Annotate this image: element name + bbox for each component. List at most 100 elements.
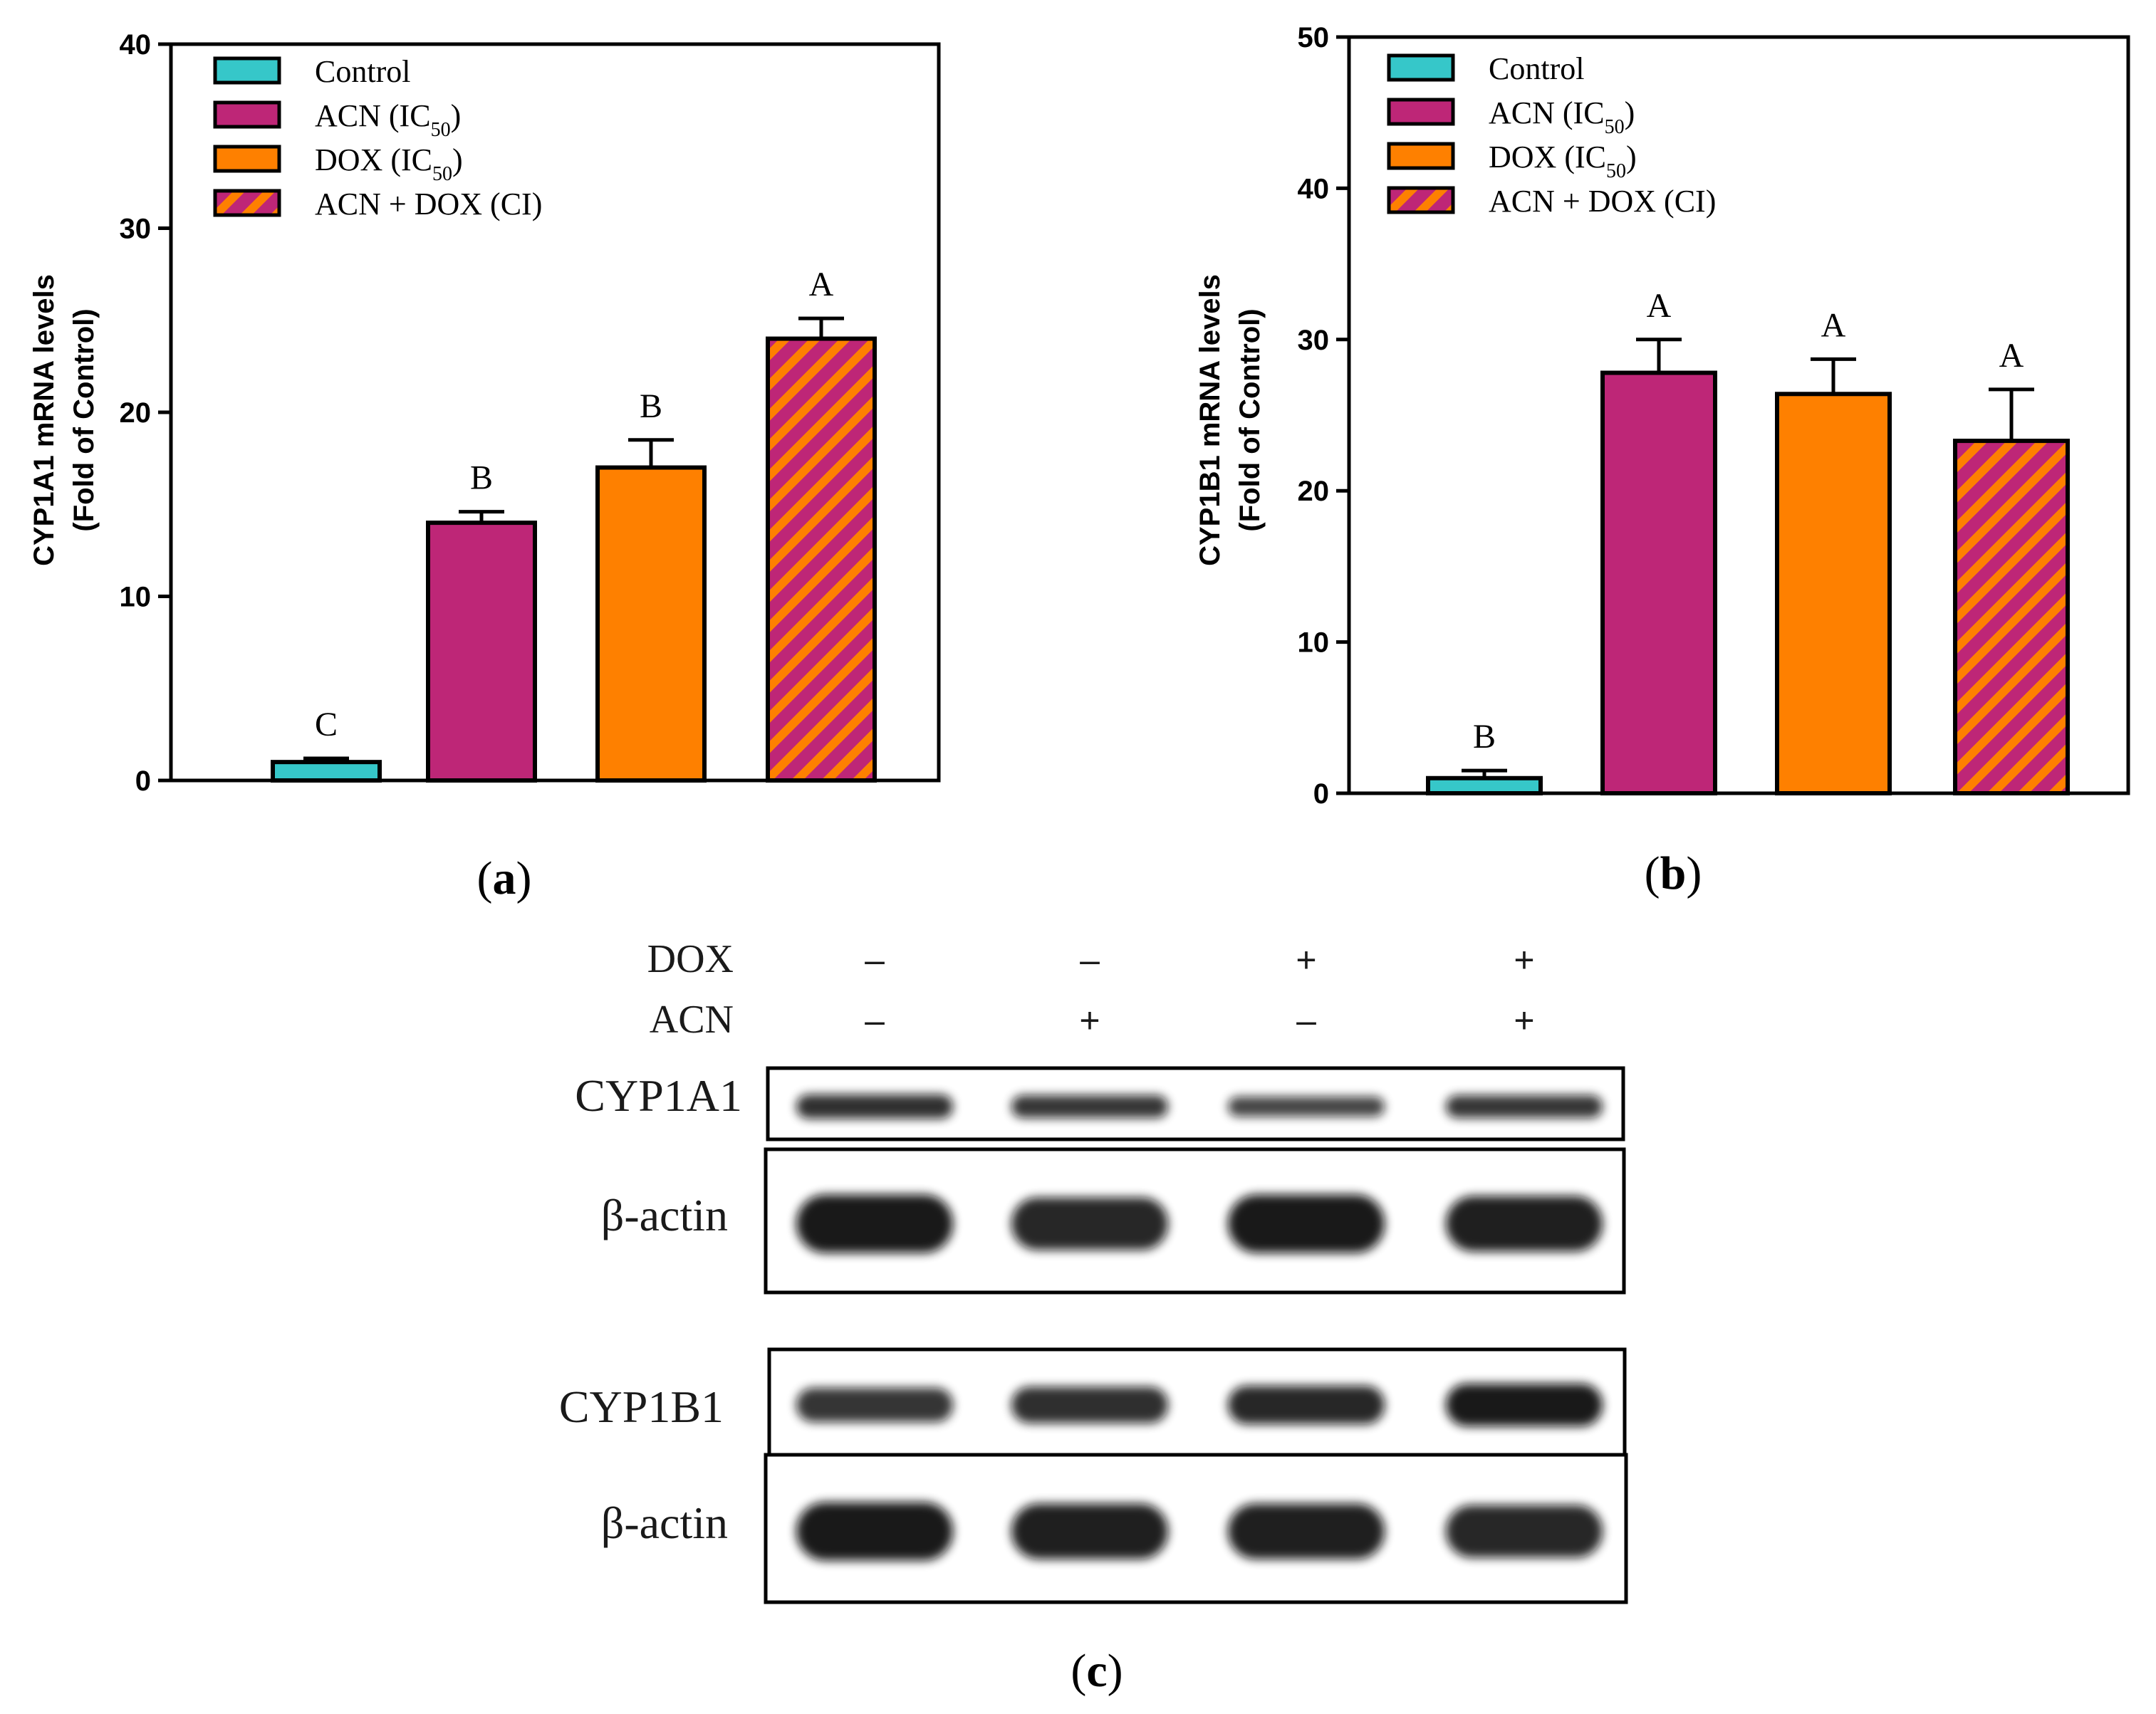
band-actin-lane-4 [1446, 1505, 1603, 1558]
chart-b-bars [1426, 370, 2070, 796]
legend-subscript: 50 [432, 163, 452, 185]
treatment-signs: – – + + – + – + [865, 940, 1535, 1040]
bar-acn-dox-ci [1953, 439, 2070, 795]
chart-b-frame [1347, 35, 2130, 795]
legend-swatch-acn-dox-ci [1387, 186, 1455, 214]
legend-label-acn-ic50: ACN (IC50) [315, 98, 461, 141]
chart-b-significance: B A A A [1473, 287, 2024, 756]
legend-suffix: ) [452, 142, 463, 177]
blot-panel-label: (c) [1071, 1645, 1123, 1697]
bar-acn-dox-ci [766, 336, 877, 783]
chart-a-panel-letter: a [493, 852, 516, 904]
band-actin-lane-1 [796, 1502, 953, 1561]
chart-a-panel-label: (a) [477, 852, 532, 904]
chart-b-ylabel-line2: (Fold of Control) [1234, 308, 1266, 531]
significance-letter: A [1999, 337, 2024, 375]
chart-b-legend: Control ACN (IC50)DOX (IC50)ACN + DOX (CI… [1387, 51, 1716, 219]
ytick-label: 40 [120, 29, 152, 61]
treatment-sign: + [1296, 940, 1316, 980]
treatment-label-acn: ACN [650, 998, 734, 1042]
chart-a-legend: Control ACN (IC50)DOX (IC50)ACN + DOX (CI… [213, 54, 542, 221]
band-cyp1b1-lane-3 [1228, 1386, 1385, 1424]
blot-label-cyp1a1: CYP1A1 [575, 1070, 742, 1121]
band-cyp1b1-lane-4 [1446, 1384, 1603, 1426]
band-actin-lane-1 [796, 1194, 953, 1253]
band-actin-lane-3 [1228, 1194, 1385, 1253]
band-cyp1a1-lane-3 [1228, 1097, 1385, 1117]
blot-box-beta-actin-2 [764, 1453, 1628, 1604]
ytick-label: 0 [135, 765, 151, 797]
significance-letter: C [315, 706, 338, 743]
ytick-label: 30 [1298, 325, 1330, 356]
bar-control [1426, 775, 1543, 796]
legend-swatch-dox-ic50 [213, 145, 281, 173]
legend-subscript: 50 [1605, 116, 1625, 138]
legend-swatch-acn-ic50 [213, 100, 281, 129]
blot-box-cyp1b1 [767, 1347, 1627, 1457]
chart-b-panel-letter: b [1660, 847, 1687, 899]
band-cyp1b1-lane-2 [1011, 1386, 1168, 1423]
ytick-label: 20 [1298, 476, 1330, 507]
chart-a-bars [271, 336, 877, 783]
treatment-sign: + [1079, 1000, 1100, 1040]
legend-label-acn-dox-ci: ACN + DOX (CI) [1489, 184, 1716, 219]
treatment-sign: + [1514, 940, 1534, 980]
blot-panel-letter: c [1086, 1645, 1107, 1697]
significance-letter: B [470, 459, 493, 497]
legend-label-control: Control [1489, 51, 1584, 86]
treatment-label-dox: DOX [647, 937, 734, 981]
significance-letter: B [1473, 718, 1496, 756]
legend-swatch-acn-ic50 [1387, 98, 1455, 126]
band-cyp1a1-lane-4 [1446, 1095, 1603, 1118]
blot-label-cyp1b1: CYP1B1 [559, 1381, 724, 1432]
significance-letter: A [809, 266, 834, 303]
band-actin-lane-2 [1011, 1503, 1168, 1559]
chart-b-ylabel-line1: CYP1B1 mRNA levels [1194, 274, 1226, 566]
bar-control [271, 760, 382, 783]
band-actin-lane-4 [1446, 1196, 1603, 1252]
ytick-label: 40 [1298, 173, 1330, 204]
treatment-sign: – [865, 1000, 885, 1040]
chart-b-ylabel: CYP1B1 mRNA levels (Fold of Control) [1194, 274, 1266, 566]
blot-label-beta-actin-2: β-actin [601, 1498, 728, 1548]
legend-label-dox-ic50: DOX (IC50) [315, 142, 463, 185]
chart-b-yticks: 0 10 20 30 40 50 [1298, 22, 1349, 810]
legend-subscript: 50 [1606, 160, 1626, 182]
chart-b-errorbars [1462, 338, 2034, 778]
legend-suffix: ) [1626, 140, 1637, 174]
band-cyp1b1-lane-1 [796, 1388, 953, 1422]
chart-a: CYP1A1 mRNA levels (Fold of Control) 0 10… [28, 29, 941, 904]
legend-label-control: Control [315, 54, 410, 89]
legend-label-acn-ic50: ACN (IC50) [1489, 95, 1635, 138]
legend-swatch-control [1387, 53, 1455, 82]
ytick-label: 10 [1298, 627, 1330, 659]
ytick-label: 20 [120, 397, 152, 429]
legend-label-dox-ic50: DOX (IC50) [1489, 140, 1637, 182]
chart-a-ylabel: CYP1A1 mRNA levels (Fold of Control) [28, 274, 100, 566]
western-blot-panel: DOX ACN – – + + – + – + CYP1A1 β-actin CYP1B1 β… [559, 937, 1628, 1697]
legend-suffix: ) [1625, 95, 1635, 130]
legend-suffix: ) [451, 98, 462, 133]
treatment-sign: – [1296, 1000, 1316, 1040]
legend-swatch-control [213, 56, 281, 85]
band-cyp1a1-lane-1 [796, 1094, 953, 1119]
bar-dox-ic50 [1775, 392, 1892, 795]
treatment-sign: – [1080, 940, 1100, 980]
legend-label-acn-dox-ci: ACN + DOX (CI) [315, 187, 542, 221]
chart-a-ylabel-line1: CYP1A1 mRNA levels [28, 274, 60, 566]
ytick-label: 10 [120, 582, 152, 613]
chart-b: CYP1B1 mRNA levels (Fold of Control) 0 10… [1194, 22, 2130, 899]
chart-a-significance: C B B A [315, 266, 834, 743]
significance-letter: B [640, 387, 662, 425]
chart-a-ylabel-line2: (Fold of Control) [68, 308, 100, 531]
ytick-label: 30 [120, 214, 152, 245]
legend-swatch-acn-dox-ci [213, 189, 281, 217]
band-cyp1a1-lane-2 [1011, 1095, 1168, 1118]
blot-box-beta-actin-1 [764, 1147, 1626, 1295]
blot-box-cyp1a1 [766, 1066, 1625, 1141]
chart-a-frame [169, 42, 941, 783]
chart-b-panel-label: (b) [1645, 847, 1702, 899]
treatment-sign: + [1514, 1000, 1534, 1040]
ytick-label: 0 [1313, 778, 1329, 810]
